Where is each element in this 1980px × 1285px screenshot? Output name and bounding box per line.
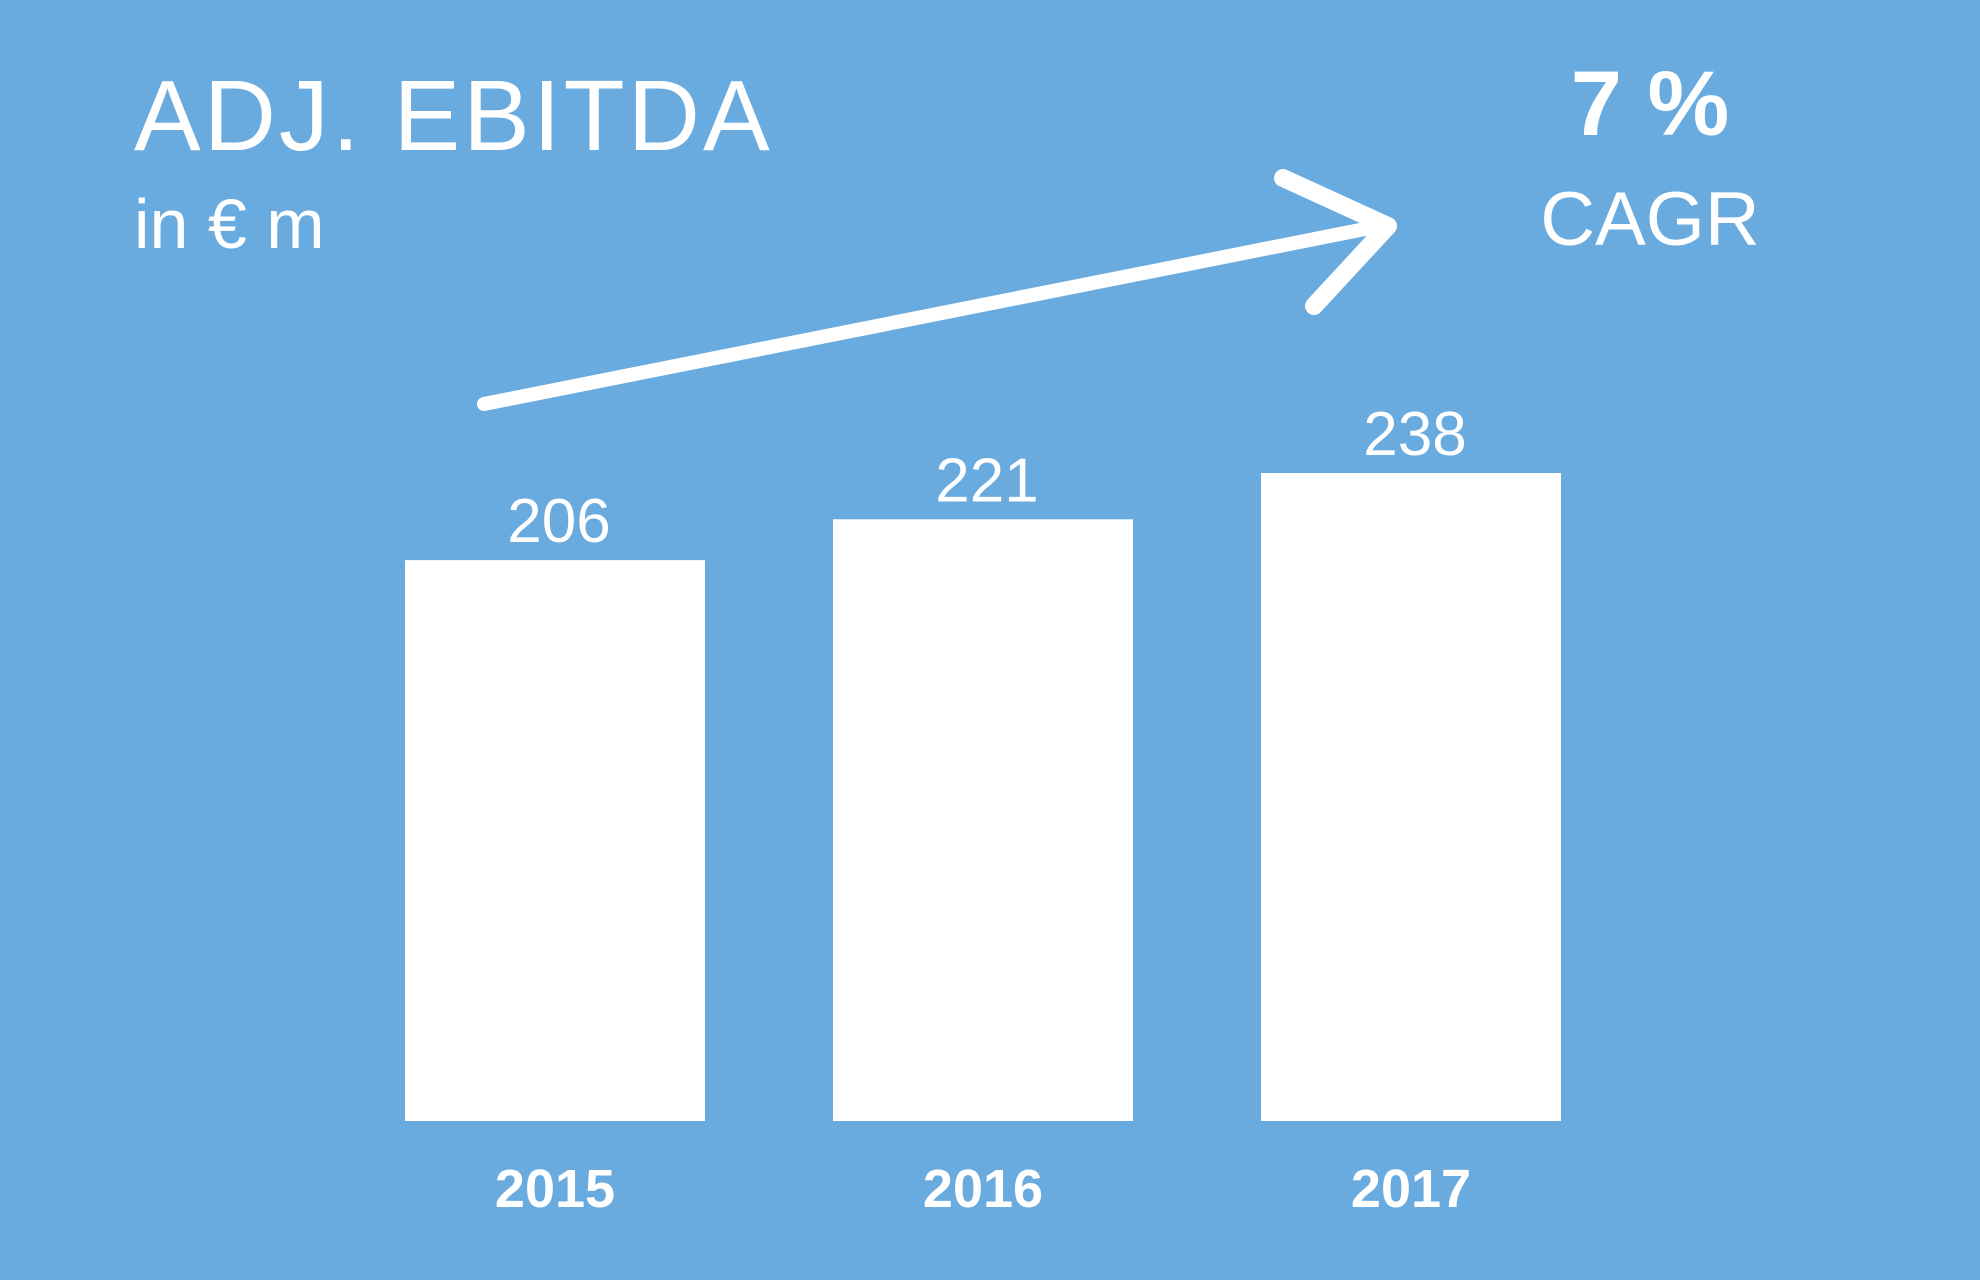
x-tick-label-2017: 2017: [1351, 1159, 1471, 1219]
bar-2017: [1261, 473, 1561, 1121]
bar-group: 206 2015 221 2016 238 2017: [405, 400, 1561, 1219]
x-tick-label-2015: 2015: [495, 1159, 615, 1219]
bar-2016: [833, 519, 1133, 1121]
value-label-2016: 221: [935, 446, 1038, 515]
chart-title: ADJ. EBITDA: [134, 60, 773, 172]
x-tick-label-2016: 2016: [923, 1159, 1043, 1219]
value-label-2015: 206: [507, 487, 610, 556]
growth-arrow-icon: [477, 169, 1397, 411]
bar-2015: [405, 560, 705, 1121]
cagr-label: CAGR: [1540, 177, 1760, 262]
value-label-2017: 238: [1363, 400, 1466, 469]
cagr-value: 7 %: [1571, 53, 1730, 155]
chart-unit: in € m: [134, 185, 325, 263]
